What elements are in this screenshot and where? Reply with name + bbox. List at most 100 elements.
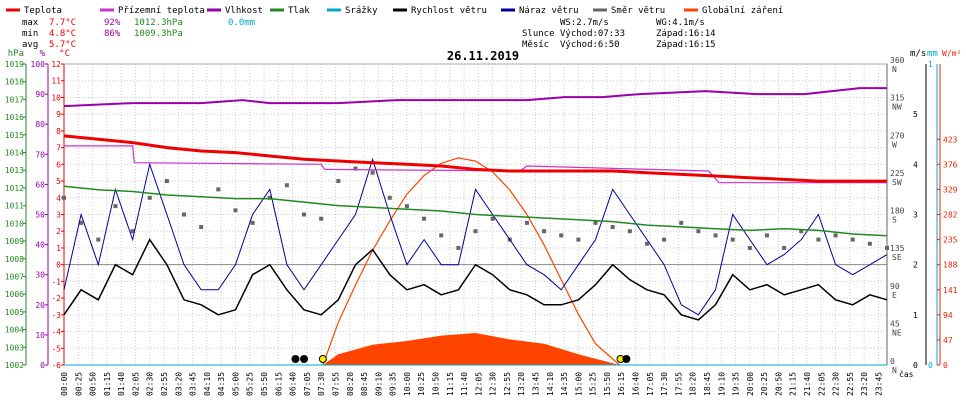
axis-temp-label-11: 11 [51, 77, 61, 86]
wind-dir-point-46 [850, 237, 855, 242]
axis-temp-label-2: 2 [56, 227, 61, 236]
x-tick-28: 11:40 [460, 372, 469, 396]
series-wind-speed [63, 238, 888, 321]
axis-ms-label-3: 3 [913, 211, 918, 220]
wind-dir-point-36 [679, 220, 684, 225]
stat-ws: WS:2.7m/s [560, 18, 609, 28]
wind-dir-point-27 [524, 220, 529, 225]
wind-dir-point-48 [885, 245, 889, 250]
x-tick-36: 15:00 [574, 372, 583, 396]
wind-dir-point-8 [199, 225, 204, 230]
axis-hpa-label-1015: 1015 [5, 131, 24, 140]
axis-temp-label--3: -3 [51, 311, 61, 320]
axis-ms-label-2: 2 [913, 261, 918, 270]
wind-dir-point-20 [404, 204, 409, 209]
x-tick-54: 22:30 [832, 372, 841, 396]
x-tick-26: 10:50 [431, 372, 440, 396]
axis-pct-label-100: 100 [31, 60, 46, 69]
legend-label-5: Rychlost větru [411, 6, 487, 16]
sun-label: Slunce [522, 29, 555, 39]
moon-rise: Východ:6:50 [560, 40, 620, 50]
x-tick-25: 10:25 [417, 372, 426, 396]
axis-dir-lbl-225: SW [892, 178, 902, 187]
axis-hpa-label-1011: 1011 [5, 202, 24, 211]
moon-set: Západ:16:15 [656, 40, 716, 50]
stat-min-press: 1009.3hPa [134, 29, 183, 39]
axis-wm2-label-329: 329 [943, 185, 958, 194]
axis-wm2-label-376: 376 [943, 160, 958, 169]
axis-hpa-label-1017: 1017 [5, 95, 24, 104]
x-tick-33: 13:45 [532, 372, 541, 396]
legend-label-4: Srážky [345, 6, 378, 16]
axis-dir-deg-180: 180 [890, 207, 905, 216]
axis-mm-unit: mm [927, 49, 938, 59]
axis-hpa-label-1006: 1006 [5, 290, 24, 299]
x-tick-0: 00:00 [60, 372, 69, 396]
x-tick-17: 07:05 [303, 372, 312, 396]
axis-temp-label-10: 10 [51, 93, 61, 102]
axis-dir-lbl-45: NE [892, 328, 902, 337]
moon-set-marker-4 [622, 355, 631, 363]
axis-dir-deg-360: 360 [890, 56, 905, 65]
x-tick-21: 08:45 [360, 372, 369, 396]
stat-max-label: max [22, 18, 39, 28]
axis-wm2-label-235: 235 [943, 236, 958, 245]
wind-dir-point-40 [747, 245, 752, 250]
wind-dir-point-19 [387, 195, 392, 200]
wind-dir-point-28 [542, 229, 547, 234]
axis-dir-lbl-315: NW [892, 103, 902, 112]
axis-ms-unit: m/s [910, 49, 926, 59]
axis-hpa-label-1013: 1013 [5, 166, 24, 175]
x-tick-2: 00:50 [89, 372, 98, 396]
stat-min-hum: 86% [104, 29, 121, 39]
wind-dir-point-22 [439, 233, 444, 238]
wind-dir-point-41 [764, 233, 769, 238]
x-tick-4: 01:40 [117, 372, 126, 396]
wind-dir-point-47 [867, 241, 872, 246]
x-tick-40: 16:40 [632, 372, 641, 396]
series-humidity [63, 87, 887, 108]
wind-dir-point-18 [370, 170, 375, 175]
wind-dir-point-43 [799, 229, 804, 234]
legend-label-2: Vlhkost [225, 6, 263, 16]
x-tick-53: 22:05 [817, 372, 826, 396]
axis-hpa-label-1010: 1010 [5, 219, 24, 228]
x-tick-31: 12:55 [503, 372, 512, 396]
x-tick-51: 21:15 [789, 372, 798, 396]
axis-mm-label-1: 1 [928, 60, 933, 69]
wind-dir-point-15 [319, 216, 324, 221]
moon-rise-marker-1 [300, 355, 309, 363]
axis-hpa-label-1005: 1005 [5, 308, 24, 317]
wind-dir-point-0 [62, 195, 66, 200]
x-tick-18: 07:30 [317, 372, 326, 396]
axis-wm2-label-141: 141 [943, 286, 958, 295]
axis-hpa-label-1008: 1008 [5, 255, 24, 264]
axis-hpa-label-1004: 1004 [5, 326, 24, 335]
x-tick-14: 05:50 [260, 372, 269, 396]
x-tick-45: 18:45 [703, 372, 712, 396]
axis-pct-label-40: 40 [35, 241, 45, 250]
wind-dir-point-1 [79, 220, 84, 225]
axis-pct-label-70: 70 [35, 150, 45, 159]
axis-temp-label-4: 4 [56, 194, 61, 203]
axis-temp-label-6: 6 [56, 160, 61, 169]
x-tick-29: 12:05 [474, 372, 483, 396]
wind-dir-point-2 [96, 237, 101, 242]
x-tick-41: 17:05 [646, 372, 655, 396]
wind-dir-point-10 [233, 208, 238, 213]
axis-dir-lbl-135: SE [892, 253, 902, 262]
axis-mm-label-0: 0 [928, 361, 933, 370]
x-tick-1: 00:25 [74, 372, 83, 396]
wind-dir-point-25 [490, 216, 495, 221]
axis-pct-label-10: 10 [35, 331, 45, 340]
axis-pct-label-20: 20 [35, 301, 45, 310]
axis-dir-lbl-90: E [892, 291, 897, 300]
axis-hpa-label-1002: 1002 [5, 361, 24, 370]
wind-dir-point-45 [833, 233, 838, 238]
x-tick-13: 05:25 [246, 372, 255, 396]
axis-wm2-label-94: 94 [943, 311, 953, 320]
legend-label-7: Směr větru [611, 6, 665, 16]
stat-min-label: min [22, 29, 38, 39]
x-tick-15: 06:15 [274, 372, 283, 396]
